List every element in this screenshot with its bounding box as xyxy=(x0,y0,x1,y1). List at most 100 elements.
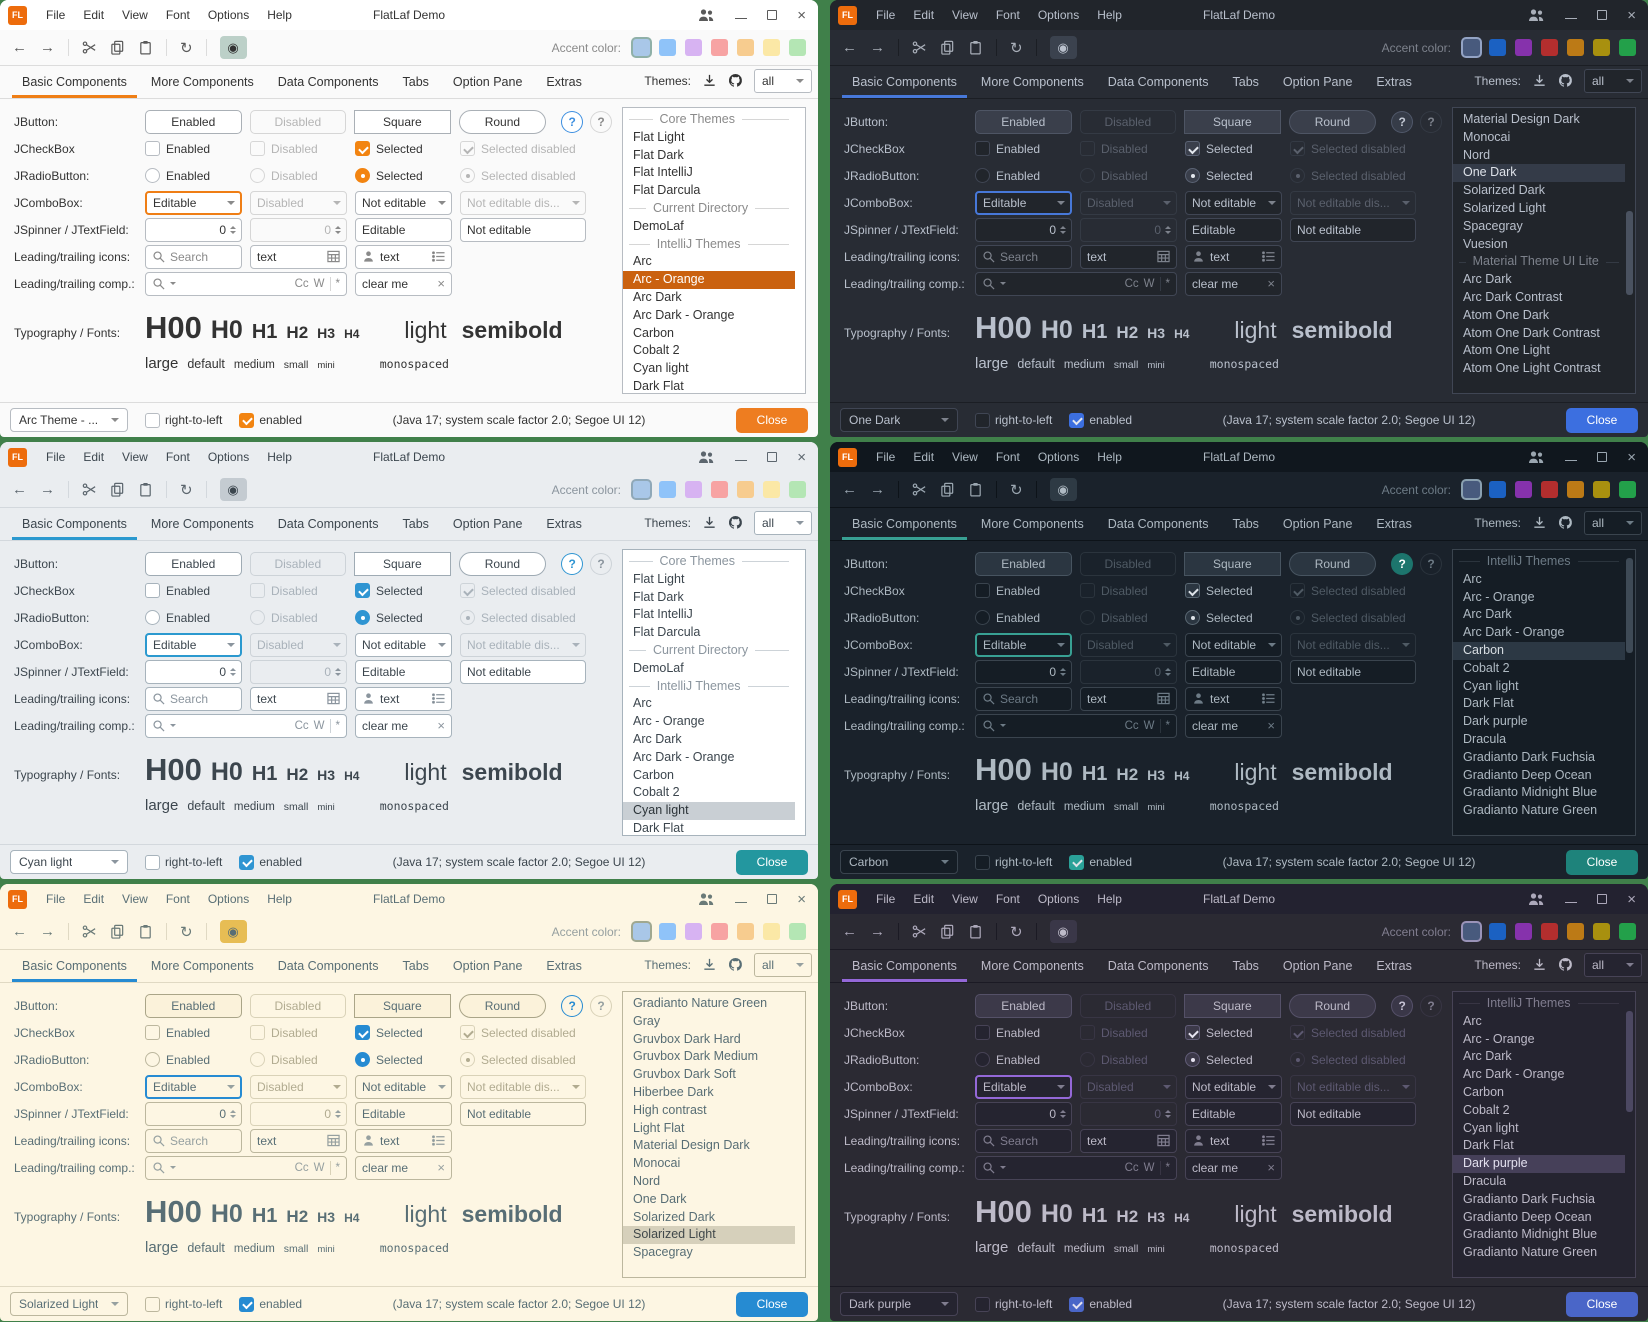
menu-file[interactable]: File xyxy=(46,8,66,22)
combobox-not-editable[interactable]: Not editable xyxy=(1185,1074,1282,1099)
search-input[interactable] xyxy=(170,1133,235,1148)
refresh-icon[interactable]: ↻ xyxy=(1010,923,1023,941)
accent-swatch-1[interactable] xyxy=(1463,481,1480,498)
chevron-down-icon[interactable] xyxy=(1057,200,1065,209)
enabled-checkbox[interactable]: enabled xyxy=(239,854,302,870)
menu-help[interactable]: Help xyxy=(1097,8,1122,22)
accent-swatch-2[interactable] xyxy=(1489,481,1506,498)
theme-list-item[interactable]: Hiberbee Dark xyxy=(633,1084,714,1099)
paste-icon[interactable] xyxy=(968,924,983,939)
help-button-secondary[interactable]: ? xyxy=(590,994,612,1017)
clear-icon[interactable]: × xyxy=(437,718,445,733)
person-field-input[interactable] xyxy=(1210,1133,1257,1148)
spinner-input[interactable] xyxy=(146,1106,230,1121)
theme-list-item[interactable]: Gray xyxy=(633,1013,661,1028)
tab-data-components[interactable]: Data Components xyxy=(277,517,379,531)
theme-select[interactable]: Dark purple xyxy=(840,1292,958,1316)
radio-selected[interactable]: Selected xyxy=(355,1052,452,1067)
accent-swatch-2[interactable] xyxy=(659,39,676,56)
tab-more-components[interactable]: More Components xyxy=(980,959,1084,973)
theme-list-item[interactable]: Cobalt 2 xyxy=(1463,660,1510,675)
close-window-button[interactable]: × xyxy=(1627,448,1636,466)
accent-swatch-6[interactable] xyxy=(763,481,780,498)
spinner[interactable] xyxy=(975,1101,1072,1126)
scrollbar-thumb[interactable] xyxy=(1626,211,1633,296)
tab-extras[interactable]: Extras xyxy=(1376,517,1412,531)
theme-list-item[interactable]: Dark Flat xyxy=(1463,696,1514,711)
maximize-button[interactable] xyxy=(767,10,778,20)
square-button[interactable]: Square xyxy=(1184,993,1281,1018)
minimize-button[interactable] xyxy=(735,459,748,461)
square-button[interactable]: Square xyxy=(354,551,451,576)
theme-list-item[interactable]: Arc Dark xyxy=(633,289,682,304)
radio-enabled[interactable]: Enabled xyxy=(975,610,1072,625)
theme-list-item[interactable]: Arc Dark xyxy=(1463,607,1512,622)
textfield-input[interactable] xyxy=(1192,664,1275,679)
theme-list-item[interactable]: DemoLaf xyxy=(633,660,684,675)
combobox-editable[interactable] xyxy=(145,190,242,215)
combobox-not-editable[interactable]: Not editable xyxy=(355,632,452,657)
theme-list-item[interactable]: Cyan light xyxy=(1463,1120,1519,1135)
whole-word-toggle[interactable]: W xyxy=(1143,277,1155,290)
tab-data-components[interactable]: Data Components xyxy=(277,959,379,973)
round-button[interactable]: Round xyxy=(458,993,547,1018)
close-window-button[interactable]: × xyxy=(797,6,806,24)
chevron-down-icon[interactable] xyxy=(227,642,235,651)
theme-filter-select[interactable]: all xyxy=(754,510,812,535)
menu-file[interactable]: File xyxy=(876,8,896,22)
rtl-checkbox[interactable]: right-to-left xyxy=(145,854,222,870)
accent-swatch-4[interactable] xyxy=(711,481,728,498)
cut-icon[interactable] xyxy=(912,924,927,939)
combobox-editable-input[interactable] xyxy=(147,637,227,652)
menu-edit[interactable]: Edit xyxy=(913,892,935,906)
forward-button[interactable]: → xyxy=(40,923,55,940)
menu-view[interactable]: View xyxy=(122,450,148,464)
chevron-down-icon[interactable] xyxy=(227,200,235,209)
close-action-button[interactable]: Close xyxy=(1566,407,1638,433)
theme-list-item[interactable]: Monocai xyxy=(1463,129,1511,144)
cut-icon[interactable] xyxy=(82,924,97,939)
search-field[interactable] xyxy=(975,244,1072,269)
calendar-field[interactable] xyxy=(1080,686,1177,711)
tab-tabs[interactable]: Tabs xyxy=(402,517,429,531)
radio-enabled[interactable]: Enabled xyxy=(145,1052,242,1067)
theme-list-item[interactable]: Gradianto Deep Ocean xyxy=(1463,1209,1592,1224)
tab-tabs[interactable]: Tabs xyxy=(402,959,429,973)
accent-swatch-1[interactable] xyxy=(633,39,650,56)
cut-icon[interactable] xyxy=(912,40,927,55)
person-field[interactable] xyxy=(1185,244,1282,269)
menu-font[interactable]: Font xyxy=(165,450,190,464)
clear-field-input[interactable] xyxy=(1192,1160,1263,1175)
paste-icon[interactable] xyxy=(138,924,153,939)
spinner-input[interactable] xyxy=(146,222,230,237)
back-button[interactable]: ← xyxy=(842,39,857,56)
match-case-toggle[interactable]: Cc xyxy=(294,277,309,290)
tab-basic-components[interactable]: Basic Components xyxy=(840,950,969,982)
spinner-arrows[interactable] xyxy=(1060,1109,1066,1118)
enabled-button[interactable]: Enabled xyxy=(145,109,242,134)
whole-word-toggle[interactable]: W xyxy=(313,277,325,290)
theme-list-item[interactable]: Atom One Dark Contrast xyxy=(1463,325,1600,340)
themes-scrollbar[interactable] xyxy=(1626,552,1633,833)
close-action-button[interactable]: Close xyxy=(1566,849,1638,875)
tab-more-components[interactable]: More Components xyxy=(150,517,254,531)
spinner[interactable] xyxy=(145,217,242,242)
help-button[interactable]: ? xyxy=(561,110,584,133)
theme-list-item[interactable]: Arc Dark - Orange xyxy=(1463,1067,1565,1082)
theme-select[interactable]: Solarized Light xyxy=(10,1292,128,1316)
back-button[interactable]: ← xyxy=(12,39,27,56)
tab-basic-components[interactable]: Basic Components xyxy=(840,66,969,98)
calendar-field-input[interactable] xyxy=(257,1133,322,1148)
spinner-arrows[interactable] xyxy=(230,1109,236,1118)
theme-list-item[interactable]: Arc xyxy=(1463,1013,1482,1028)
spinner-arrows[interactable] xyxy=(1060,667,1066,676)
theme-list-item[interactable]: Arc Dark xyxy=(1463,1049,1512,1064)
help-button-secondary[interactable]: ? xyxy=(1420,110,1442,133)
theme-list-item[interactable]: Gruvbox Dark Soft xyxy=(633,1067,736,1082)
person-field-input[interactable] xyxy=(380,249,427,264)
enabled-button[interactable]: Enabled xyxy=(975,109,1072,134)
theme-list-item[interactable]: Cyan light xyxy=(1463,678,1519,693)
theme-list-item[interactable]: Flat IntelliJ xyxy=(633,165,693,180)
chevron-down-icon[interactable] xyxy=(1000,282,1006,288)
theme-list-item[interactable]: Dracula xyxy=(1463,731,1507,746)
